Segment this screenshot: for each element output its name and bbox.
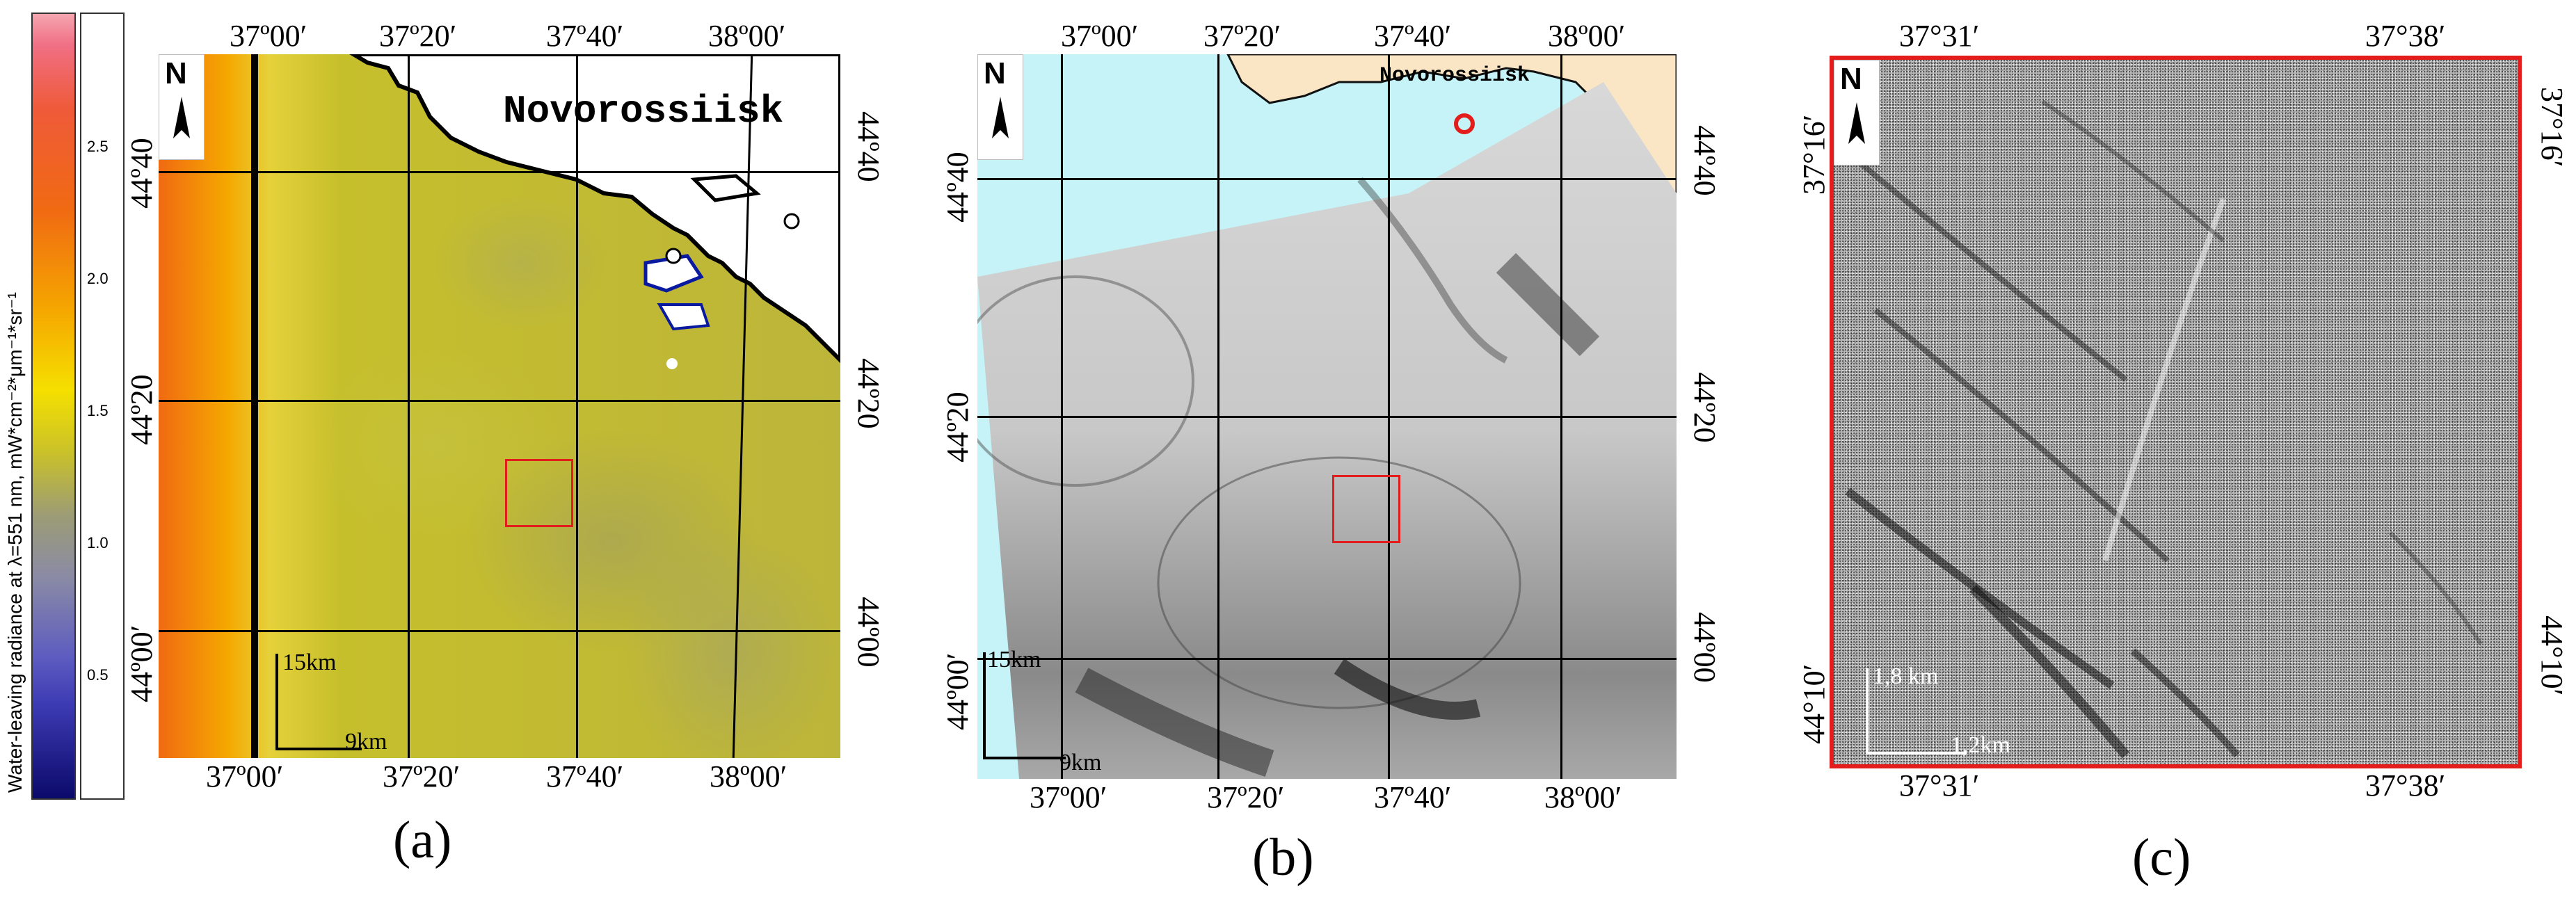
grid-parallel [159, 400, 840, 402]
grid-parallel [977, 178, 1677, 180]
top-lon-label: 37º20′ [379, 19, 457, 53]
grid-meridian [408, 54, 410, 758]
top-lon-label: 37º00′ [1061, 19, 1139, 53]
north-arrow: N [1834, 60, 1880, 166]
north-label: N [1840, 62, 1862, 96]
top-lon-label: 37º40′ [1374, 19, 1452, 53]
sar-scene-c [1845, 99, 2483, 759]
map-panel-c: N 1,8 km 1,2km [1830, 56, 2522, 768]
map-panel-a: N Novorossiisk 15km 9km [159, 54, 840, 758]
top-lon-label: 37°31′ [1899, 19, 1980, 53]
right-lat-label: 44º40 [851, 111, 886, 182]
scale-vertical-label: 1,8 km [1873, 663, 1939, 689]
city-label: Novorossiisk [503, 89, 784, 134]
colorbar-tick: 2.5 [87, 138, 109, 155]
right-lat-label: 44º00 [1688, 612, 1722, 683]
north-arrow-icon [992, 97, 1009, 138]
scale-vertical-label: 15km [282, 650, 337, 675]
top-lon-label: 37°38′ [2365, 19, 2446, 53]
top-lon-label: 38º00′ [708, 19, 786, 53]
city-label: Novorossiisk [1379, 64, 1530, 88]
bottom-lon-label: 38º00′ [1544, 780, 1622, 814]
grid-meridian [251, 54, 258, 758]
right-lat-label: 44°10′ [2535, 615, 2569, 696]
north-arrow: N [159, 54, 205, 160]
left-lat-label: 44°10′ [1797, 663, 1831, 744]
grid-parallel [977, 416, 1677, 418]
bottom-lon-label: 37°31′ [1899, 768, 1980, 803]
bottom-lon-label: 37º40′ [1374, 780, 1452, 814]
scale-bar [983, 652, 1066, 759]
scale-horizontal-label: 1,2km [1951, 732, 2010, 758]
left-lat-label: 44º40 [941, 152, 975, 223]
colorbar-label: Water-leaving radiance at λ=551 nm, mW*c… [4, 292, 26, 793]
left-lat-label: 44º00′ [125, 624, 159, 702]
grid-meridian [576, 54, 578, 758]
top-lon-label: 38º00′ [1548, 19, 1626, 53]
scale-horizontal-label: 9km [345, 729, 387, 755]
right-lat-label: 37°16′ [2535, 87, 2569, 168]
scale-bar [1866, 668, 1966, 755]
bottom-lon-label: 37°38′ [2365, 768, 2446, 803]
bottom-lon-label: 37º00′ [1030, 780, 1107, 814]
scale-vertical-label: 15km [987, 647, 1041, 672]
grid-parallel [977, 658, 1677, 660]
north-arrow-icon [1848, 102, 1865, 144]
north-label: N [165, 56, 187, 90]
grid-parallel [159, 630, 840, 632]
bottom-lon-label: 37º20′ [1207, 780, 1285, 814]
study-area-box [505, 459, 573, 527]
colorbar-tick-panel [80, 13, 125, 800]
colorbar-tick: 2.0 [87, 270, 109, 287]
sar-scene-b [977, 54, 1677, 779]
right-lat-label: 44º00 [851, 597, 886, 668]
caption-a: (a) [393, 811, 452, 869]
colorbar-tick: 1.0 [87, 534, 109, 551]
left-lat-label: 44º40 [125, 138, 159, 209]
left-lat-label: 44º20 [941, 392, 975, 462]
colorbar-tick: 0.5 [87, 666, 109, 684]
bottom-lon-label: 38º00′ [710, 759, 787, 793]
right-lat-label: 44º20 [851, 358, 886, 429]
colorbar-tick: 1.5 [87, 402, 109, 419]
north-arrow-icon [173, 97, 190, 138]
left-lat-label: 44º20 [125, 374, 159, 445]
top-lon-label: 37º40′ [546, 19, 624, 53]
right-lat-label: 44º40 [1688, 125, 1722, 196]
study-area-box [1332, 475, 1400, 543]
coastline-land [349, 54, 840, 369]
right-lat-label: 44º20 [1688, 372, 1722, 443]
left-lat-label: 44º00′ [941, 652, 975, 730]
scale-bar [275, 654, 362, 750]
map-panel-b: N Novorossiisk 15km 9km [977, 54, 1677, 779]
colorbar: 2.5 2.0 1.5 1.0 0.5 Water-leaving radian… [0, 0, 125, 800]
left-lat-label: 37°16′ [1797, 114, 1831, 195]
top-lon-label: 37º20′ [1203, 19, 1281, 53]
caption-b: (b) [1252, 828, 1314, 887]
top-lon-label: 37º00′ [230, 19, 307, 53]
grid-parallel [159, 171, 840, 173]
bottom-lon-label: 37º20′ [383, 759, 461, 793]
caption-c: (c) [2132, 828, 2191, 887]
bottom-lon-label: 37º40′ [546, 759, 624, 793]
scale-horizontal-label: 9km [1059, 750, 1102, 775]
north-label: N [984, 56, 1006, 90]
colorbar-gradient [31, 13, 76, 800]
bottom-lon-label: 37º00′ [206, 759, 284, 793]
north-arrow: N [977, 54, 1023, 160]
